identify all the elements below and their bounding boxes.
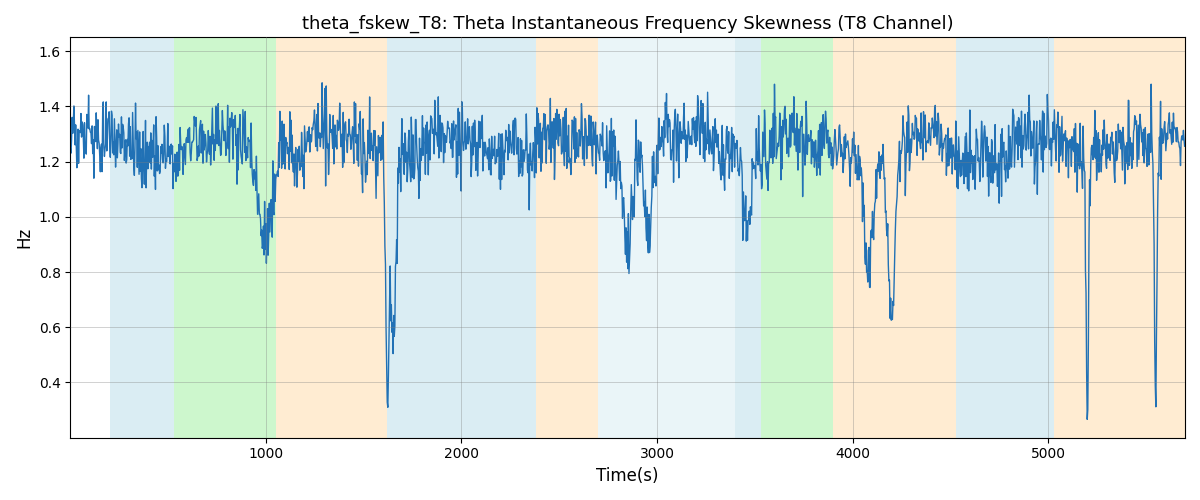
Y-axis label: Hz: Hz [14,227,32,248]
Bar [599,38,736,438]
Bar [956,38,1054,438]
Bar [535,38,599,438]
Bar [1054,38,1184,438]
Bar [761,38,833,438]
Title: theta_fskew_T8: Theta Instantaneous Frequency Skewness (T8 Channel): theta_fskew_T8: Theta Instantaneous Freq… [302,15,954,34]
Bar [388,38,535,438]
Bar [736,38,761,438]
Bar [276,38,388,438]
X-axis label: Time(s): Time(s) [596,467,659,485]
Bar [833,38,956,438]
Bar [174,38,276,438]
Bar [109,38,174,438]
